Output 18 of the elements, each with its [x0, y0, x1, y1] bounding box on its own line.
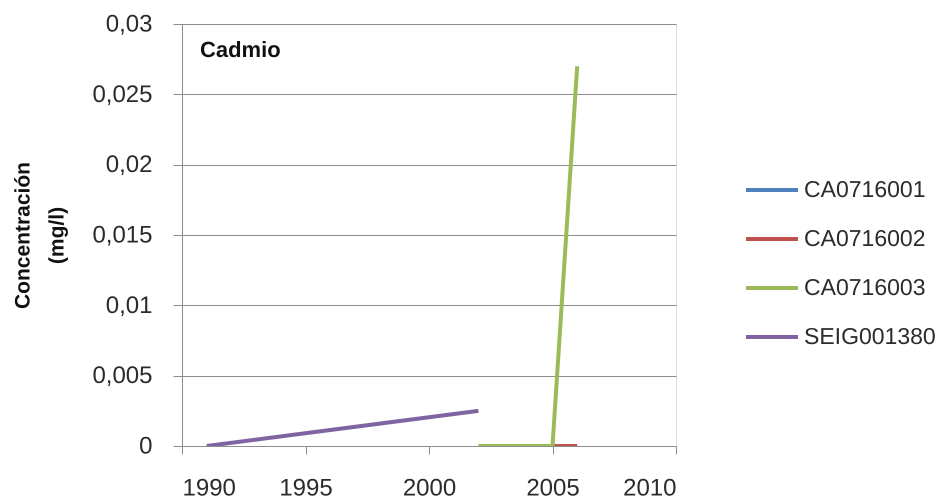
- y-tick-label: 0,015: [92, 222, 152, 248]
- y-tick-label: 0,005: [92, 362, 152, 390]
- legend-label: CA0716001: [804, 176, 926, 202]
- x-tick-label: 2000: [402, 474, 456, 502]
- legend-label: CA0716002: [804, 225, 926, 251]
- x-tick-label: 1990: [182, 474, 236, 502]
- legend-label: CA0716003: [804, 274, 926, 300]
- text: Cadmio: [200, 37, 281, 62]
- y-tick-label: 0,02: [106, 151, 152, 178]
- x-tick-label: 1995: [279, 474, 333, 502]
- y-tick-label: 0,025: [92, 80, 152, 108]
- y-tick-label: 0,01: [106, 292, 152, 319]
- legend-label: SEIG001380: [804, 323, 936, 349]
- y-tick-label: 0: [139, 432, 152, 460]
- x-tick-label: 2010: [623, 474, 676, 502]
- y-tick-label: 0,03: [106, 10, 152, 38]
- y-axis-title: Concentración (mg/l): [11, 162, 68, 310]
- x-tick-label: 2005: [526, 474, 580, 502]
